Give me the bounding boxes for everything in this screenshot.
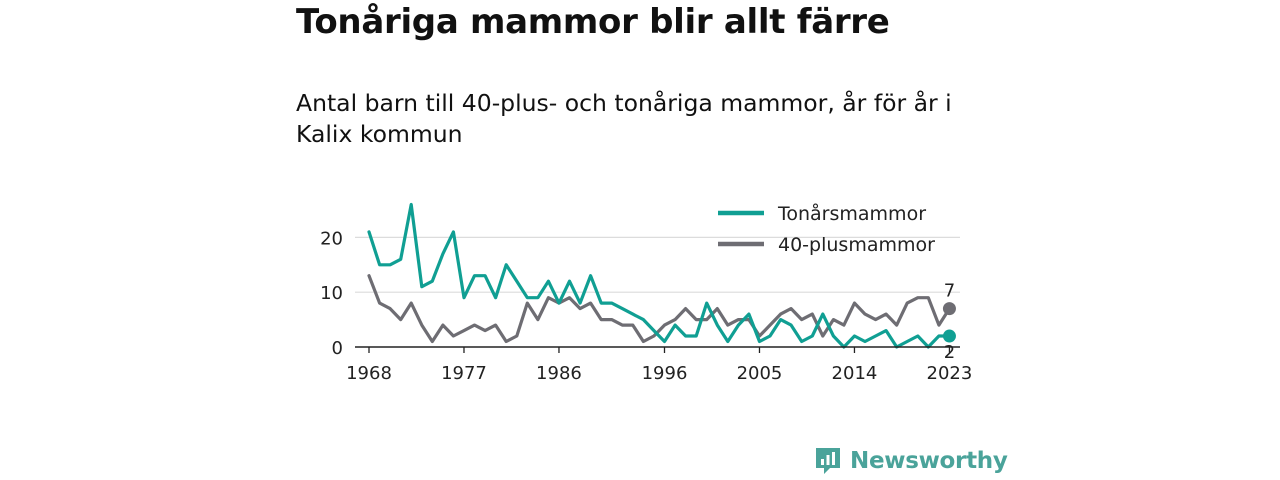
- series-line: [367, 274, 952, 344]
- y-tick-label: 0: [332, 338, 343, 359]
- x-tick-label: 1986: [536, 363, 582, 384]
- legend-label: 40-plusmammor: [778, 234, 935, 256]
- y-tick-label: 10: [320, 283, 343, 304]
- chart-title: Tonåriga mammor blir allt färre: [296, 2, 890, 42]
- brand-logo: Newsworthy: [814, 446, 1008, 476]
- end-point-marker: [942, 329, 956, 343]
- end-point-marker: [942, 302, 956, 316]
- end-value-label: 7: [944, 281, 955, 302]
- end-value-label: 2: [944, 342, 955, 363]
- x-tick-label: 1968: [346, 363, 392, 384]
- newsworthy-logo-icon: [816, 448, 840, 474]
- legend-label: Tonårsmammor: [777, 202, 926, 225]
- x-tick-label: 1977: [441, 363, 487, 384]
- x-tick-label: 2014: [832, 363, 878, 384]
- chart-subtitle: Antal barn till 40-plus- och tonåriga ma…: [296, 89, 952, 148]
- x-tick-label: 2005: [737, 363, 783, 384]
- brand-name: Newsworthy: [850, 448, 1008, 474]
- x-tick-label: 1996: [642, 363, 688, 384]
- x-tick-label: 2023: [927, 363, 973, 384]
- series-line: [367, 202, 952, 349]
- y-tick-label: 20: [320, 228, 343, 249]
